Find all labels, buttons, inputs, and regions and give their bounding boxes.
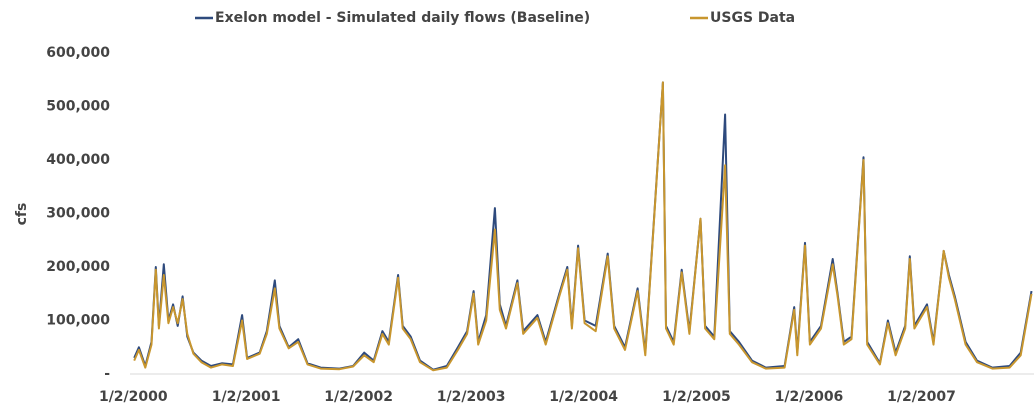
x-tick-label: 1/2/2000 (99, 389, 168, 405)
x-tick-label: 1/2/2003 (437, 389, 506, 405)
x-tick-label: 1/2/2001 (212, 389, 281, 405)
y-axis-label: cfs (14, 203, 30, 226)
y-tick-label: 200,000 (46, 259, 110, 275)
x-tick-label: 1/2/2004 (549, 389, 618, 405)
y-tick-label: 300,000 (46, 206, 110, 222)
x-tick-label: 1/2/2007 (887, 389, 956, 405)
x-tick-label: 1/2/2006 (775, 389, 844, 405)
y-tick-label: 500,000 (46, 99, 110, 115)
x-tick-label: 1/2/2005 (662, 389, 731, 405)
y-tick-label: 100,000 (46, 313, 110, 329)
legend-label: USGS Data (710, 10, 795, 26)
y-tick-label: 600,000 (46, 45, 110, 61)
y-tick-label: - (104, 366, 110, 382)
x-tick-label: 1/2/2002 (324, 389, 393, 405)
series-line (133, 81, 1033, 372)
legend-label: Exelon model - Simulated daily flows (Ba… (215, 10, 590, 26)
y-tick-label: 400,000 (46, 152, 110, 168)
